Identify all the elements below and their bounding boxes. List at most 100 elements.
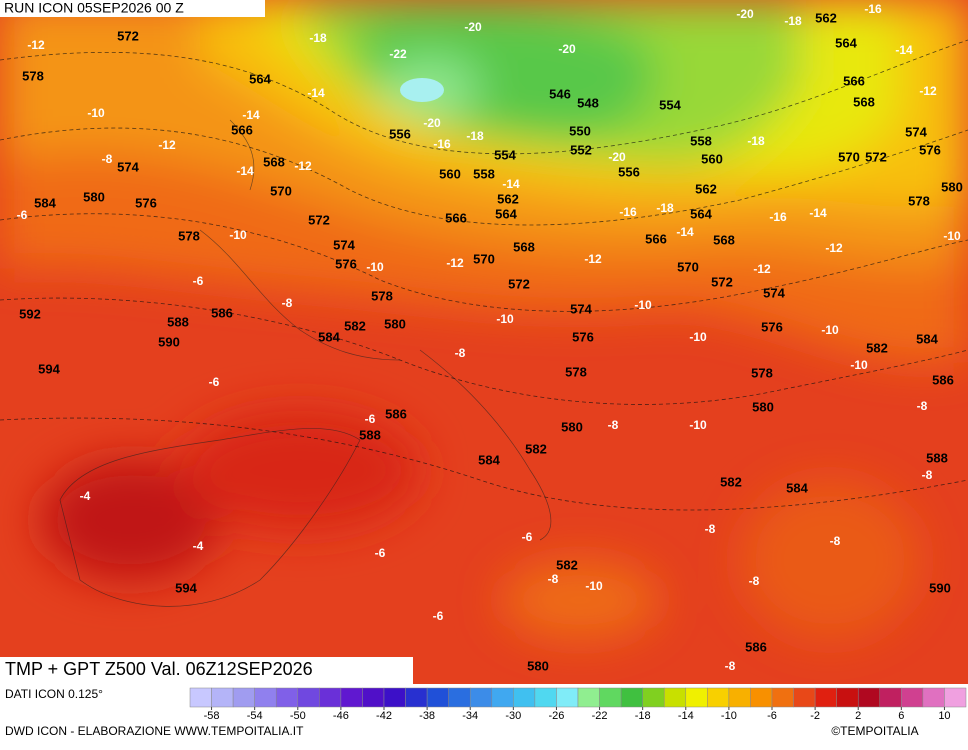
colorbar-swatch — [836, 687, 859, 708]
temperature-label: -16 — [433, 137, 451, 151]
geopotential-label: 582 — [344, 318, 366, 333]
colorbar-tick-label: -2 — [810, 710, 820, 722]
geopotential-label: 580 — [384, 316, 406, 331]
geopotential-label: 556 — [618, 164, 640, 179]
geopotential-label: 558 — [473, 166, 495, 181]
geopotential-label: 554 — [659, 97, 681, 112]
geopotential-label: 594 — [175, 580, 197, 595]
colorbar-swatch — [879, 687, 902, 708]
geopotential-label: 576 — [335, 256, 357, 271]
temperature-label: -20 — [736, 7, 754, 21]
colorbar-tick-label: -54 — [247, 710, 263, 722]
temperature-label: -18 — [784, 14, 802, 28]
temperature-label: -18 — [747, 134, 765, 148]
colorbar-swatch — [857, 687, 881, 708]
geopotential-label: 576 — [135, 195, 157, 210]
temperature-label: -6 — [375, 546, 386, 560]
geopotential-label: 580 — [83, 189, 105, 204]
temperature-label: -20 — [608, 150, 626, 164]
temperature-label: -10 — [689, 330, 707, 344]
colorbar-swatch — [556, 687, 579, 708]
geopotential-label: 578 — [371, 288, 393, 303]
temperature-label: -4 — [80, 489, 91, 503]
temperature-label: -12 — [446, 256, 464, 270]
temperature-label: -8 — [705, 522, 716, 536]
colorbar-tick-label: -6 — [767, 710, 777, 722]
geopotential-label: 580 — [561, 419, 583, 434]
temperature-label: -8 — [749, 574, 760, 588]
geopotential-label: 582 — [720, 474, 742, 489]
geopotential-label: 574 — [117, 159, 139, 174]
geopotential-label: 560 — [701, 151, 723, 166]
geopotential-label: 572 — [508, 276, 530, 291]
temperature-label: -10 — [821, 323, 839, 337]
colorbar-swatch — [944, 687, 967, 708]
geopotential-label: 566 — [645, 231, 667, 246]
temperature-label: -12 — [294, 159, 312, 173]
temperature-label: -8 — [102, 152, 113, 166]
colorbar-swatch — [599, 687, 622, 708]
map-title: TMP + GPT Z500 Val. 06Z12SEP2026 — [5, 659, 313, 679]
temperature-label: -10 — [496, 312, 514, 326]
colorbar-swatch — [663, 687, 687, 708]
colorbar-swatch — [340, 687, 363, 708]
geopotential-label: 548 — [577, 95, 599, 110]
temperature-label: -18 — [309, 31, 327, 45]
logo: ©TEMPOITALIA — [831, 724, 918, 738]
geopotential-label: 552 — [570, 142, 592, 157]
colorbar-swatch — [771, 687, 794, 708]
geopotential-label: 564 — [690, 206, 712, 221]
geopotential-label: 564 — [249, 71, 271, 86]
geopotential-label: 562 — [695, 181, 717, 196]
temperature-label: -8 — [282, 296, 293, 310]
geopotential-label: 562 — [815, 10, 837, 25]
geopotential-label: 566 — [843, 73, 865, 88]
temperature-label: -10 — [850, 358, 868, 372]
temperature-label: -14 — [895, 43, 913, 57]
colorbar-swatch — [362, 687, 385, 708]
temperature-label: -8 — [548, 572, 559, 586]
coastlines — [59, 119, 552, 607]
colorbar-tick-label: -30 — [505, 710, 521, 722]
geopotential-label: 588 — [167, 314, 189, 329]
geopotential-label: 582 — [556, 557, 578, 572]
colorbar-swatch — [577, 687, 600, 708]
colorbar-swatch — [901, 687, 924, 708]
temperature-label: -10 — [585, 579, 603, 593]
geopotential-label: 584 — [478, 452, 500, 467]
temperature-label: -6 — [193, 274, 204, 288]
temperature-label: -4 — [193, 539, 204, 553]
geopotential-label: 576 — [919, 142, 941, 157]
temperature-label: -16 — [864, 2, 882, 16]
temperature-label: -8 — [455, 346, 466, 360]
geopotential-label: 588 — [359, 427, 381, 442]
temperature-label: -14 — [502, 177, 520, 191]
temperature-label: -20 — [464, 20, 482, 34]
geopotential-label: 582 — [866, 340, 888, 355]
geopotential-label: 586 — [211, 305, 233, 320]
temperature-label: -8 — [922, 468, 933, 482]
geopotential-label: 560 — [439, 166, 461, 181]
geopotential-label: 550 — [569, 123, 591, 138]
temperature-label: -8 — [917, 399, 928, 413]
colorbar-tick-label: -18 — [635, 710, 651, 722]
geopotential-label: 586 — [385, 406, 407, 421]
colorbar-swatch — [405, 687, 428, 708]
geopotential-label: 584 — [34, 195, 56, 210]
colorbar-swatch — [211, 687, 234, 708]
colorbar-swatch — [922, 687, 945, 708]
colorbar-tick-label: -58 — [204, 710, 220, 722]
temperature-label: -8 — [725, 659, 736, 673]
run-box — [0, 0, 265, 17]
temperature-label: -6 — [365, 412, 376, 426]
colorbar-swatch — [275, 687, 299, 708]
colorbar-tick-label: 6 — [898, 710, 904, 722]
temperature-label: -8 — [830, 534, 841, 548]
geopotential-label: 570 — [473, 251, 495, 266]
colorbar-swatch — [232, 687, 255, 708]
colorbar-swatch — [383, 687, 406, 708]
temperature-label: -12 — [753, 262, 771, 276]
